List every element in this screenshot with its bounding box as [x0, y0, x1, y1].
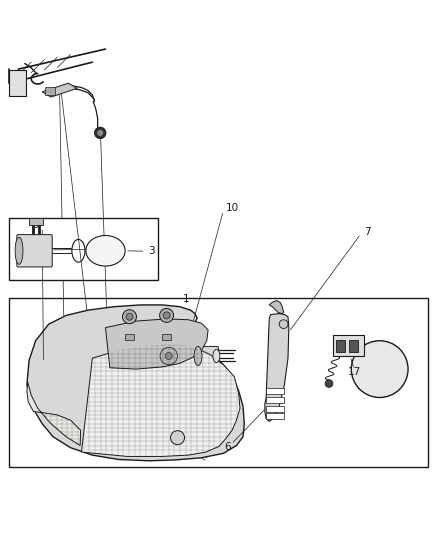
Circle shape	[165, 352, 172, 359]
Circle shape	[163, 312, 170, 319]
Circle shape	[95, 127, 106, 139]
Bar	[349, 340, 358, 352]
Bar	[336, 340, 345, 352]
Polygon shape	[42, 83, 77, 97]
Bar	[266, 389, 285, 394]
Polygon shape	[151, 338, 186, 374]
Text: 1: 1	[183, 294, 190, 304]
Bar	[266, 397, 285, 403]
Bar	[10, 219, 158, 280]
Text: 4: 4	[109, 244, 115, 254]
Circle shape	[325, 379, 333, 387]
Circle shape	[160, 348, 177, 365]
Polygon shape	[27, 305, 244, 461]
Text: 12: 12	[212, 367, 225, 377]
Text: 11: 11	[162, 362, 175, 372]
Text: 17: 17	[348, 367, 361, 377]
Text: 3: 3	[148, 246, 155, 256]
FancyBboxPatch shape	[195, 346, 219, 366]
Text: 14: 14	[97, 448, 110, 457]
Bar	[125, 334, 134, 340]
Polygon shape	[269, 301, 284, 313]
Bar	[29, 217, 43, 224]
Bar	[45, 87, 55, 95]
Circle shape	[97, 130, 104, 136]
Bar	[162, 334, 171, 340]
Text: 5: 5	[170, 433, 177, 442]
Circle shape	[126, 313, 133, 320]
Circle shape	[159, 309, 173, 322]
Polygon shape	[106, 319, 208, 369]
Text: 9: 9	[32, 220, 39, 230]
Circle shape	[170, 431, 184, 445]
FancyBboxPatch shape	[17, 235, 52, 267]
Bar	[9, 298, 427, 467]
Bar	[10, 70, 26, 96]
Polygon shape	[27, 382, 81, 446]
Text: 6: 6	[224, 442, 231, 452]
Bar	[266, 406, 285, 412]
Ellipse shape	[194, 346, 202, 366]
Circle shape	[123, 310, 137, 324]
Ellipse shape	[213, 350, 220, 362]
Circle shape	[279, 320, 288, 328]
Polygon shape	[81, 344, 240, 456]
Bar	[266, 413, 285, 419]
Text: 13: 13	[106, 400, 119, 410]
Ellipse shape	[15, 237, 23, 264]
Text: 10: 10	[226, 203, 239, 213]
Circle shape	[351, 341, 408, 398]
Bar	[332, 335, 364, 356]
Text: 7: 7	[364, 227, 371, 237]
Polygon shape	[265, 313, 289, 422]
Ellipse shape	[86, 236, 125, 266]
